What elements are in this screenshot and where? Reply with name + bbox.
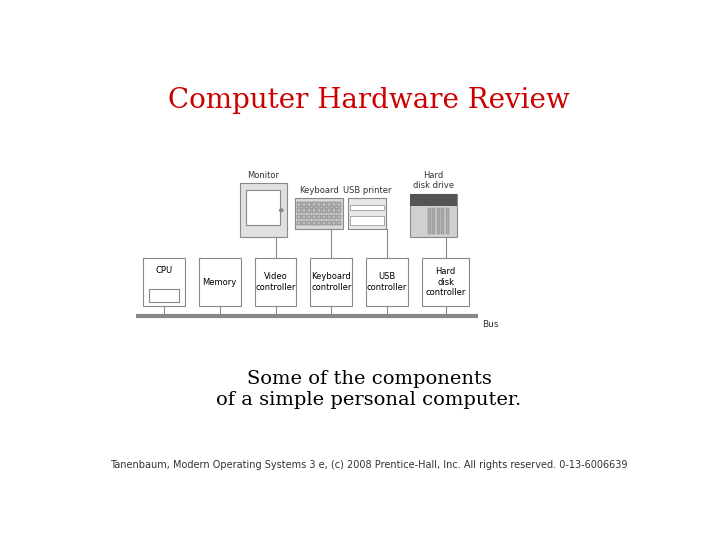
Bar: [297, 208, 301, 213]
Bar: [307, 215, 311, 219]
Bar: [428, 208, 431, 234]
Bar: [322, 208, 326, 213]
Bar: [332, 221, 336, 225]
Bar: [327, 221, 331, 225]
Bar: [255, 258, 297, 306]
Bar: [302, 221, 306, 225]
Bar: [199, 258, 240, 306]
Text: USB printer: USB printer: [343, 186, 392, 194]
Bar: [441, 208, 444, 234]
Bar: [366, 258, 408, 306]
Text: Keyboard
controller: Keyboard controller: [311, 272, 351, 292]
Bar: [327, 215, 331, 219]
Bar: [240, 183, 287, 238]
Bar: [327, 202, 331, 207]
Bar: [317, 221, 321, 225]
Text: Hard
disk drive: Hard disk drive: [413, 171, 454, 191]
Bar: [312, 215, 316, 219]
Bar: [350, 216, 384, 225]
Bar: [297, 215, 301, 219]
Bar: [422, 258, 469, 306]
Bar: [307, 202, 311, 207]
Bar: [312, 221, 316, 225]
Bar: [410, 194, 457, 238]
Bar: [312, 202, 316, 207]
Text: Tanenbaum, Modern Operating Systems 3 e, (c) 2008 Prentice-Hall, Inc. All rights: Tanenbaum, Modern Operating Systems 3 e,…: [110, 460, 628, 470]
Bar: [143, 258, 185, 306]
Bar: [327, 208, 331, 213]
Bar: [149, 289, 179, 302]
Bar: [310, 258, 352, 306]
Bar: [337, 202, 341, 207]
Bar: [337, 215, 341, 219]
Bar: [348, 198, 387, 229]
Bar: [350, 205, 384, 210]
Bar: [246, 190, 280, 226]
Bar: [312, 208, 316, 213]
Text: Some of the components
of a simple personal computer.: Some of the components of a simple perso…: [217, 370, 521, 409]
Text: Memory: Memory: [202, 278, 237, 287]
Bar: [436, 208, 440, 234]
Bar: [297, 221, 301, 225]
Bar: [337, 221, 341, 225]
Bar: [322, 202, 326, 207]
Text: USB
controller: USB controller: [367, 272, 408, 292]
Text: Computer Hardware Review: Computer Hardware Review: [168, 86, 570, 113]
Bar: [332, 208, 336, 213]
Bar: [410, 194, 457, 206]
Text: Video
controller: Video controller: [256, 272, 296, 292]
Text: MMU: MMU: [156, 293, 173, 299]
Text: Bus: Bus: [482, 320, 499, 329]
Bar: [307, 221, 311, 225]
Bar: [337, 208, 341, 213]
Bar: [322, 215, 326, 219]
Text: CPU: CPU: [156, 266, 173, 275]
Text: Monitor: Monitor: [247, 171, 279, 180]
Bar: [302, 202, 306, 207]
Bar: [322, 221, 326, 225]
Bar: [295, 198, 343, 229]
Circle shape: [279, 209, 283, 212]
Bar: [432, 208, 436, 234]
Bar: [332, 202, 336, 207]
Bar: [332, 215, 336, 219]
Text: Keyboard: Keyboard: [300, 186, 339, 194]
Bar: [446, 208, 449, 234]
Bar: [317, 202, 321, 207]
Bar: [317, 215, 321, 219]
Text: Hard
disk
controller: Hard disk controller: [426, 267, 466, 297]
Bar: [317, 208, 321, 213]
Bar: [302, 215, 306, 219]
Bar: [297, 202, 301, 207]
Bar: [302, 208, 306, 213]
Bar: [307, 208, 311, 213]
